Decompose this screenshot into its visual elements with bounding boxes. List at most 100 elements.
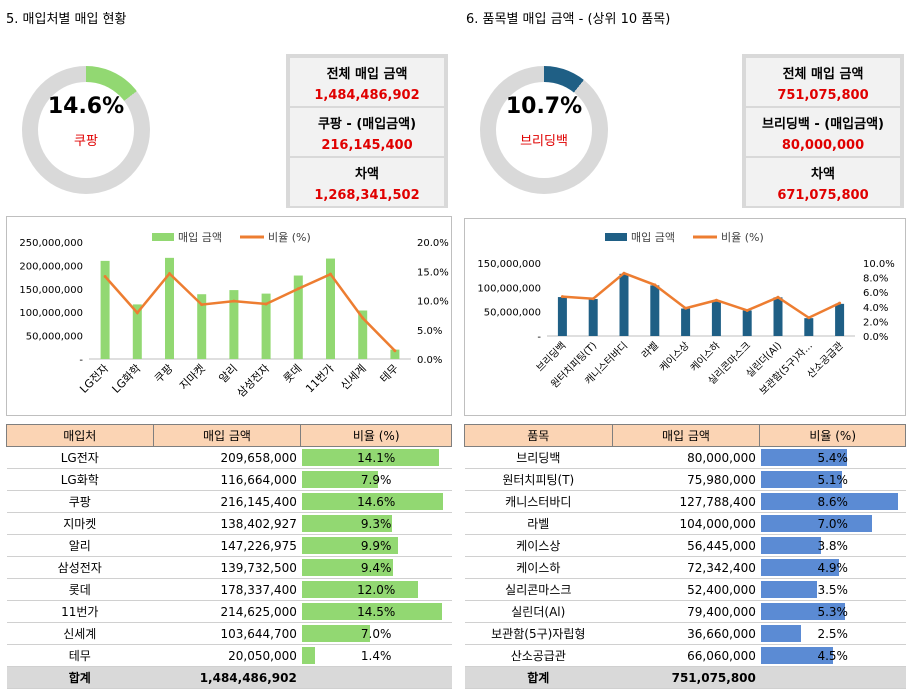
- summary-selected-value: 80,000,000: [781, 138, 865, 153]
- table-row[interactable]: 알리 147,226,975 9.9%: [6, 534, 452, 557]
- cell-amount: 103,644,700: [153, 622, 301, 645]
- table-row[interactable]: 실리콘마스크 52,400,000 3.5%: [464, 578, 906, 601]
- table-row[interactable]: 원터치피팅(T) 75,980,000 5.1%: [464, 468, 906, 491]
- ratio-text: 14.1%: [357, 450, 396, 465]
- table-row[interactable]: 롯데 178,337,400 12.0%: [6, 578, 452, 601]
- cell-amount: 214,625,000: [153, 600, 301, 623]
- y-tick-label: 50,000,000: [484, 308, 541, 319]
- summary-diff-label: 차액: [355, 167, 379, 182]
- col-header-ratio: 비율 (%): [300, 424, 452, 447]
- y-tick-label: 200,000,000: [19, 261, 83, 272]
- section-title-item: 6. 품목별 매입 금액 - (상위 10 품목): [466, 12, 671, 27]
- ratio-text: 4.5%: [817, 648, 848, 663]
- bar-mark: [358, 310, 368, 359]
- table-row[interactable]: 산소공급관 66,060,000 4.5%: [464, 644, 906, 667]
- total-label: 합계: [6, 666, 154, 689]
- table-row[interactable]: 케이스하 72,342,400 4.9%: [464, 556, 906, 579]
- line-point: [232, 299, 236, 303]
- combo-chart-vendor: 매입 금액 비율 (%) - 50,000,000 100,000,000 150,000…: [6, 216, 452, 416]
- x-tick-label: 테무: [378, 362, 402, 386]
- cell-ratio: 5.4%: [759, 446, 906, 469]
- x-tick-label: 보관함(5구)자...: [757, 340, 815, 398]
- line-point: [776, 295, 780, 299]
- bar-mark: [261, 293, 271, 359]
- total-label: 합계: [464, 666, 613, 689]
- cell-ratio: 9.9%: [300, 534, 452, 557]
- cell-ratio: 4.9%: [759, 556, 906, 579]
- ratio-text: 5.3%: [817, 604, 848, 619]
- line-point: [622, 271, 626, 275]
- cell-name: LG화학: [6, 468, 154, 491]
- line-point: [807, 316, 811, 320]
- legend-bar-label: 매입 금액: [631, 231, 675, 244]
- y-tick-label: 50,000,000: [26, 332, 83, 343]
- cell-ratio: 7.0%: [300, 622, 452, 645]
- y2-tick-label: 6.0%: [863, 288, 888, 299]
- line-point: [591, 297, 595, 301]
- ratio-text: 9.3%: [360, 516, 392, 531]
- legend-line-label: 비율 (%): [721, 231, 764, 244]
- donut-percent: 14.6%: [47, 94, 125, 119]
- cell-ratio: 3.5%: [759, 578, 906, 601]
- table-row[interactable]: 라벨 104,000,000 7.0%: [464, 512, 906, 535]
- table-row[interactable]: 실린더(Al) 79,400,000 5.3%: [464, 600, 906, 623]
- ratio-bar: [301, 603, 443, 620]
- table-row[interactable]: LG전자 209,658,000 14.1%: [6, 446, 452, 469]
- cell-amount: 79,400,000: [612, 600, 760, 623]
- summary-total: 전체 매입 금액 1,484,486,902: [290, 58, 444, 106]
- cell-name: 롯데: [6, 578, 154, 601]
- y-tick-label: -: [537, 332, 541, 343]
- ratio-text: 8.6%: [817, 494, 848, 509]
- bar-mark: [650, 285, 660, 336]
- cell-ratio: 4.5%: [759, 644, 906, 667]
- y2-tick-label: 2.0%: [863, 317, 888, 328]
- summary-diff: 차액 1,268,341,502: [290, 158, 444, 206]
- cell-ratio: 7.0%: [759, 512, 906, 535]
- table-row[interactable]: 캐니스터바디 127,788,400 8.6%: [464, 490, 906, 513]
- x-tick-label: 지마켓: [177, 362, 208, 393]
- bar-mark: [557, 297, 567, 336]
- x-tick-label: 신세계: [338, 362, 369, 393]
- bar-mark: [229, 290, 239, 359]
- ratio-text: 5.4%: [817, 450, 848, 465]
- chart-svg-item: 매입 금액 비율 (%) - 50,000,000 100,000,000 150,000…: [477, 231, 894, 398]
- cell-amount: 127,788,400: [612, 490, 760, 513]
- table-row[interactable]: 지마켓 138,402,927 9.3%: [6, 512, 452, 535]
- ratio-text: 2.5%: [817, 626, 848, 641]
- x-tick-label: 케이스상: [657, 340, 692, 375]
- table-row[interactable]: LG화학 116,664,000 7.9%: [6, 468, 452, 491]
- table-row[interactable]: 브리딩백 80,000,000 5.4%: [464, 446, 906, 469]
- col-header-name: 품목: [464, 424, 613, 447]
- table-row[interactable]: 케이스상 56,445,000 3.8%: [464, 534, 906, 557]
- cell-amount: 75,980,000: [612, 468, 760, 491]
- cell-ratio: 12.0%: [300, 578, 452, 601]
- ratio-text: 14.5%: [357, 604, 396, 619]
- ratio-text: 14.6%: [357, 494, 396, 509]
- table-row[interactable]: 신세계 103,644,700 7.0%: [6, 622, 452, 645]
- cell-amount: 178,337,400: [153, 578, 301, 601]
- summary-total-value: 751,075,800: [777, 88, 869, 103]
- cell-amount: 72,342,400: [612, 556, 760, 579]
- bar-mark: [681, 308, 691, 336]
- table-row[interactable]: 삼성전자 139,732,500 9.4%: [6, 556, 452, 579]
- bar-mark: [100, 260, 110, 359]
- cell-ratio: 14.5%: [300, 600, 452, 623]
- summary-panel-vendor: 전체 매입 금액 1,484,486,902 쿠팡 - (매입금액) 216,1…: [286, 54, 448, 208]
- line-point: [200, 303, 204, 307]
- legend-bar-label: 매입 금액: [178, 231, 222, 244]
- ratio-text: 4.9%: [817, 560, 848, 575]
- legend-bar-swatch: [152, 233, 174, 241]
- x-tick-label: LG전자: [77, 362, 111, 396]
- table-row[interactable]: 테무 20,050,000 1.4%: [6, 644, 452, 667]
- table-row[interactable]: 11번가 214,625,000 14.5%: [6, 600, 452, 623]
- cell-amount: 104,000,000: [612, 512, 760, 535]
- table-row[interactable]: 쿠팡 216,145,400 14.6%: [6, 490, 452, 513]
- table-row[interactable]: 보관함(5구)자립형 36,660,000 2.5%: [464, 622, 906, 645]
- summary-diff: 차액 671,075,800: [746, 158, 900, 206]
- cell-amount: 52,400,000: [612, 578, 760, 601]
- ratio-bar: [301, 581, 419, 598]
- summary-selected: 쿠팡 - (매입금액) 216,145,400: [290, 108, 444, 156]
- ratio-text: 3.8%: [817, 538, 848, 553]
- item-table: 품목 매입 금액 비율 (%) 브리딩백 80,000,000 5.4% 원터치피팅(…: [464, 424, 906, 689]
- ratio-bar: [301, 559, 394, 576]
